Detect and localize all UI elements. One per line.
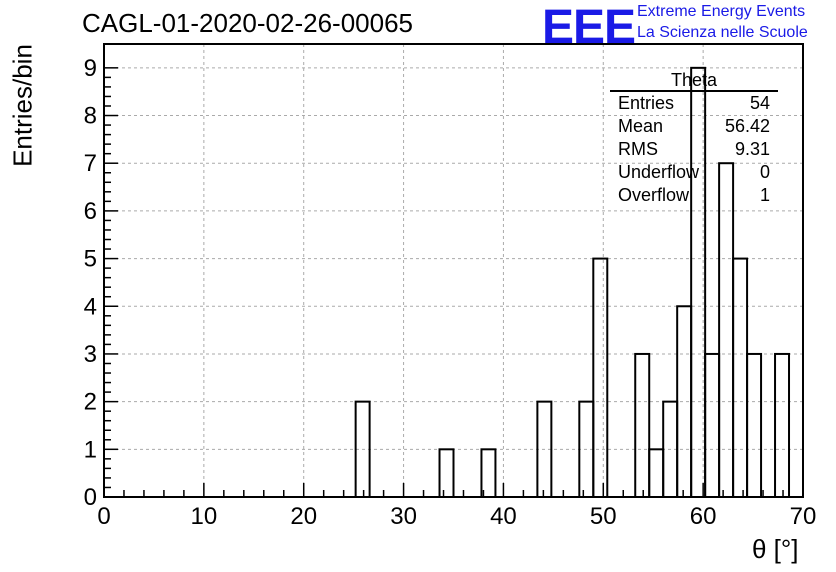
y-tick-label-9: 9 [84,55,97,82]
x-tick-label-70: 70 [790,503,817,530]
y-axis-label: Entries/bin [7,44,38,167]
histogram-bar-13 [732,257,749,498]
x-tick-label-30: 30 [390,503,417,530]
y-tick-label-0: 0 [84,484,97,511]
stats-rows: Entries 54 Mean 56.42 RMS 9.31 Underflow 0 Overf… [610,92,778,207]
y-tick-label-2: 2 [84,389,97,416]
y-tick-label-8: 8 [84,103,97,130]
x-tick-label-20: 20 [290,503,317,530]
histogram-bar-15 [774,352,791,498]
histogram-bar-9 [676,305,693,498]
stats-value: 56.42 [724,116,770,136]
stats-label: RMS [618,139,658,159]
stats-title: Theta [610,70,778,92]
x-tick-label-60: 60 [690,503,717,530]
stats-row-entries: Entries 54 [610,92,778,115]
plot-frame [103,43,804,498]
stats-row-mean: Mean 56.42 [610,115,778,138]
histogram-bar-1 [438,448,455,499]
stats-label: Underflow [618,162,700,182]
stats-label: Mean [618,116,664,136]
histogram-bar-14 [746,352,763,498]
x-axis-label: θ [°] [752,534,799,564]
axis-ticks [103,67,804,498]
logo-line-1: Extreme Energy Events [637,3,806,20]
histogram-bar-7 [648,448,665,499]
histogram-bar-5 [592,257,609,498]
eee-logo: EEE [542,1,636,54]
logo-line-2: La Scienza nelle Scuole [637,24,808,41]
stats-label: Entries [618,93,675,113]
x-tick-label-40: 40 [490,503,517,530]
stats-value: 1 [759,185,770,205]
y-tick-label-7: 7 [84,150,97,177]
x-tick-label-10: 10 [191,503,218,530]
chart-title: CAGL-01-2020-02-26-00065 [82,8,413,38]
x-tick-label-0: 0 [97,503,110,530]
grid-lines [104,44,803,497]
stats-row-overflow: Overflow 1 [610,184,778,207]
stats-label: Overflow [618,185,690,205]
histogram-bar-6 [634,352,651,498]
histogram-bar-11 [704,352,721,498]
stats-row-rms: RMS 9.31 [610,138,778,161]
histogram-bar-2 [480,448,497,499]
stats-value: 9.31 [734,139,770,159]
y-tick-label-4: 4 [84,293,97,320]
y-tick-label-1: 1 [84,436,97,463]
x-tick-label-50: 50 [590,503,617,530]
stats-value: 0 [759,162,770,182]
y-tick-label-6: 6 [84,198,97,225]
y-tick-label-3: 3 [84,341,97,368]
stats-value: 54 [749,93,770,113]
stats-box: Theta Entries 54 Mean 56.42 RMS 9.31 Underflow… [610,70,778,207]
stats-row-underflow: Underflow 0 [610,161,778,184]
y-tick-label-5: 5 [84,246,97,273]
histogram-bar-12 [718,162,735,498]
